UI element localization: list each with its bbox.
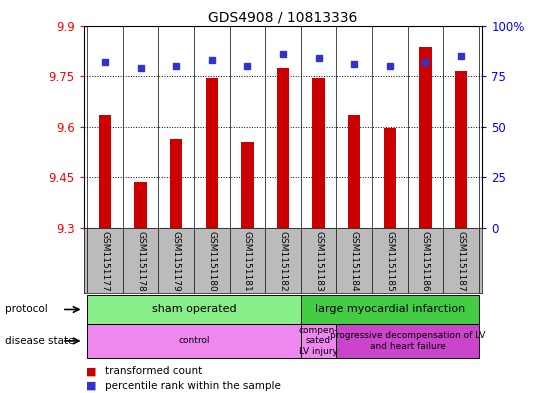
Bar: [336, 324, 479, 358]
Text: GSM1151178: GSM1151178: [136, 231, 145, 292]
Bar: [87, 295, 301, 324]
Bar: [241, 142, 253, 228]
Text: ■: ■: [86, 381, 96, 391]
Text: GSM1151186: GSM1151186: [421, 231, 430, 292]
Text: GSM1151182: GSM1151182: [279, 231, 287, 292]
Text: large myocardial infarction: large myocardial infarction: [315, 305, 465, 314]
Bar: [455, 71, 467, 228]
Bar: [301, 295, 479, 324]
Text: GSM1151181: GSM1151181: [243, 231, 252, 292]
Text: GSM1151185: GSM1151185: [385, 231, 395, 292]
Text: GSM1151183: GSM1151183: [314, 231, 323, 292]
Bar: [419, 48, 432, 228]
Bar: [384, 129, 396, 228]
Text: disease state: disease state: [5, 336, 75, 346]
Title: GDS4908 / 10813336: GDS4908 / 10813336: [208, 10, 358, 24]
Text: sham operated: sham operated: [151, 305, 236, 314]
Bar: [170, 139, 182, 228]
Bar: [348, 115, 361, 228]
Text: control: control: [178, 336, 210, 345]
Text: GSM1151184: GSM1151184: [350, 231, 358, 292]
Bar: [99, 115, 111, 228]
Bar: [313, 78, 325, 228]
Text: GSM1151187: GSM1151187: [457, 231, 466, 292]
Text: ■: ■: [86, 366, 96, 376]
Bar: [277, 68, 289, 228]
Bar: [301, 324, 336, 358]
Text: progressive decompensation of LV
and heart failure: progressive decompensation of LV and hea…: [330, 331, 485, 351]
Bar: [87, 324, 301, 358]
Text: GSM1151179: GSM1151179: [171, 231, 181, 292]
Text: compen-
sated
LV injury: compen- sated LV injury: [299, 326, 338, 356]
Bar: [205, 78, 218, 228]
Bar: [134, 182, 147, 228]
Text: protocol: protocol: [5, 305, 48, 314]
Text: percentile rank within the sample: percentile rank within the sample: [105, 381, 281, 391]
Text: GSM1151177: GSM1151177: [100, 231, 109, 292]
Text: transformed count: transformed count: [105, 366, 202, 376]
Text: GSM1151180: GSM1151180: [208, 231, 216, 292]
